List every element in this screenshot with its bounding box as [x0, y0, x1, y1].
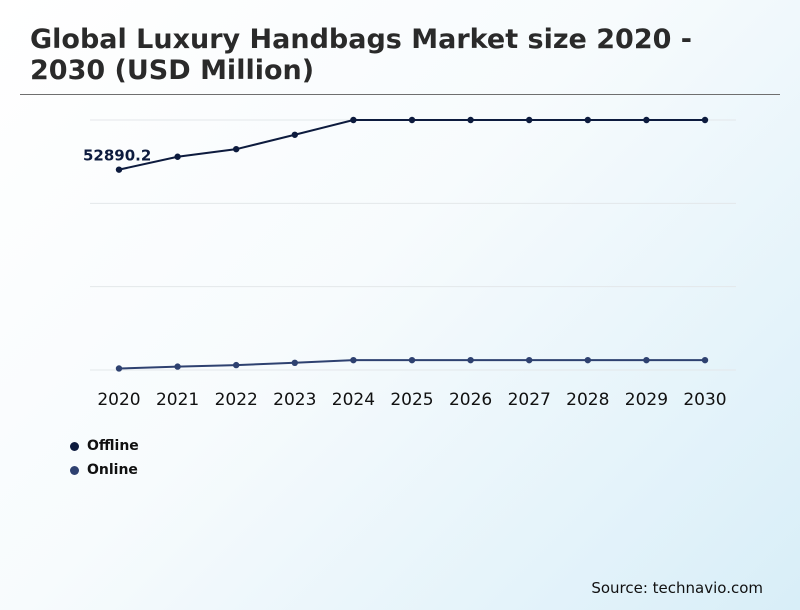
data-point-online — [174, 363, 181, 370]
x-tick-label: 2025 — [390, 390, 433, 410]
gridlines — [90, 119, 736, 371]
title-divider — [20, 94, 780, 95]
data-label: 52890.2 — [83, 147, 151, 165]
line-chart: 2020 2021 2022 2023 2024 2025 2026 2027 2028 2029… — [83, 116, 736, 410]
x-tick-label: 2026 — [449, 390, 492, 410]
data-point-offline — [584, 116, 591, 124]
data-point-offline — [408, 116, 416, 124]
data-point-offline — [467, 116, 474, 124]
x-tick-label: 2023 — [273, 390, 316, 410]
legend-item-online: Online — [70, 458, 139, 482]
data-point-offline — [233, 145, 240, 153]
x-tick-label: 2021 — [156, 390, 199, 410]
data-point-online — [408, 356, 416, 364]
data-point-offline — [115, 166, 123, 173]
x-tick-label: 2024 — [332, 390, 375, 410]
data-point-offline — [174, 153, 181, 160]
data-point-online — [643, 356, 650, 364]
legend-label-offline: Offline — [87, 438, 139, 454]
data-point-offline — [350, 116, 357, 124]
x-tick-label: 2027 — [508, 390, 551, 410]
chart-title: Global Luxury Handbags Market size 2020 … — [30, 24, 693, 86]
data-point-online — [115, 365, 123, 372]
x-tick-label: 2028 — [566, 390, 609, 410]
x-tick-label: 2029 — [625, 390, 668, 410]
legend-item-offline: Offline — [70, 434, 139, 458]
legend-label-online: Online — [87, 462, 138, 478]
data-point-offline — [643, 116, 650, 124]
legend-marker-online — [70, 465, 79, 475]
x-tick-label: 2022 — [215, 390, 258, 410]
data-point-online — [467, 356, 474, 364]
x-axis: 2020 2021 2022 2023 2024 2025 2026 2027 2028 2029… — [97, 390, 726, 410]
source-credit: Source: technavio.com — [591, 579, 763, 597]
legend-marker-offline — [70, 441, 79, 451]
x-tick-label: 2020 — [97, 390, 140, 410]
x-tick-label: 2030 — [683, 390, 726, 410]
data-point-offline — [291, 131, 298, 138]
data-point-offline — [526, 116, 533, 124]
data-point-online — [233, 361, 240, 369]
series-group — [115, 116, 709, 372]
data-point-online — [526, 356, 533, 364]
data-labels: 52890.2 — [83, 147, 151, 165]
legend: Offline Online — [70, 434, 139, 482]
series-line-offline — [118, 119, 705, 171]
data-point-offline — [701, 116, 709, 124]
data-point-online — [291, 359, 298, 367]
data-point-online — [701, 356, 709, 364]
data-point-online — [350, 356, 357, 364]
data-point-online — [584, 356, 591, 364]
